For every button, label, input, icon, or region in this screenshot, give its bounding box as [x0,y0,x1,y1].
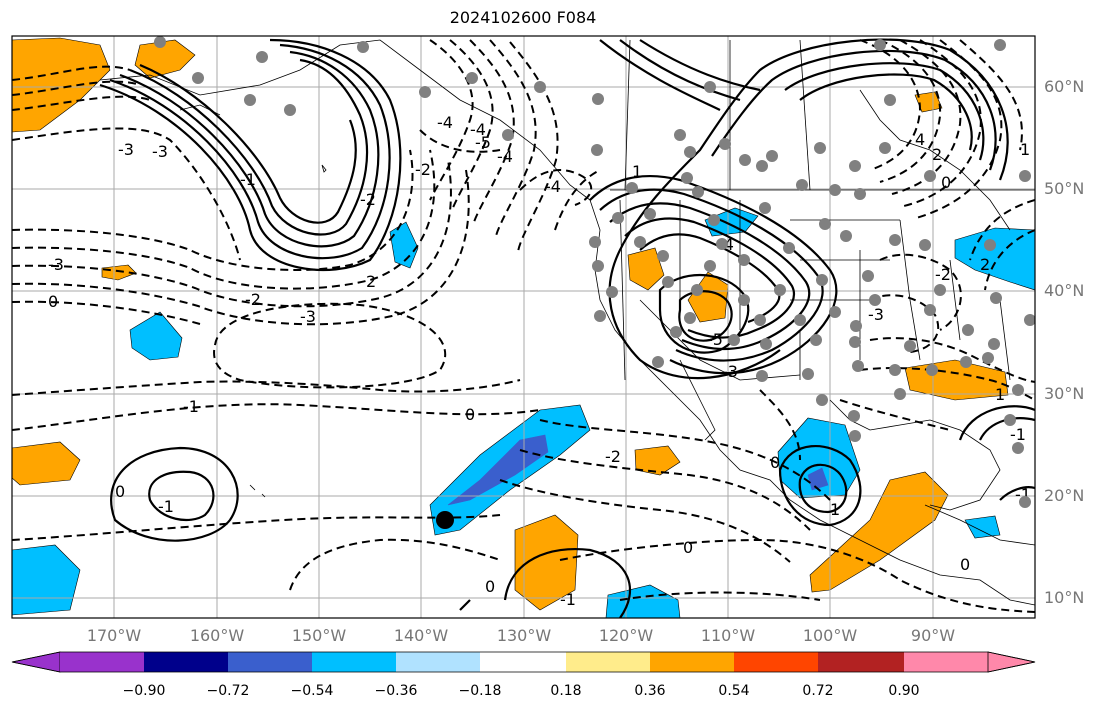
contour-label: -4 [545,177,561,196]
contour-label: 4 [915,130,925,149]
contour-label: -4 [497,147,513,166]
lat-label-60: 60°N [1044,77,1085,96]
colorbar-tick: 0.54 [718,683,750,699]
colorbar-segment [228,652,312,672]
contour-label: -1 [1010,425,1026,444]
contour-label: 1 [830,500,840,519]
contour-label: 2 [980,255,990,274]
colorbar-segment [144,652,228,672]
contour-label: -3 [300,307,316,326]
contour-label: -1 [560,590,576,609]
lon-label-90w: 90°W [910,626,956,645]
contour-label: 2 [366,272,376,291]
colorbar-segment [818,652,904,672]
colorbar-segment [566,652,650,672]
contour-label: 0 [115,482,125,501]
lon-label-160w: 160°W [189,626,245,645]
contour-label: -1 [240,170,256,189]
contour-label: -1 [158,497,174,516]
map-frame [11,35,1036,619]
station-markers [154,36,1035,508]
colorbar-segment [60,652,144,672]
lat-label-40: 40°N [1044,281,1085,300]
colorbar-tick: 0.36 [634,683,666,699]
contour-label: 0 [48,292,58,311]
contour-label: -1 [183,397,199,416]
colorbar-tick: −0.72 [206,683,250,699]
contour-label: 0 [465,405,475,424]
colorbar-right-extend [987,651,1036,673]
contour-label: 0 [941,173,951,192]
contour-label: -4 [437,113,453,132]
map-title: 2024102600 F084 [449,8,597,27]
contour-label: -5 [707,330,723,349]
contour-label: -3 [722,362,738,381]
contour-label: -3 [152,142,168,161]
contour-label: 0 [485,577,495,596]
contour-label: -2 [415,160,431,179]
contour-label: 0 [683,538,693,557]
lat-label-50: 50°N [1044,179,1085,198]
contour-label: -3 [118,140,134,159]
contour-label: 0 [770,453,780,472]
lon-label-170w: 170°W [86,626,142,645]
colorbar-tick: −0.18 [458,683,502,699]
contour-label: 2 [932,145,942,164]
lat-label-20: 20°N [1044,486,1085,505]
colorbar-tick: −0.54 [290,683,334,699]
map-gridlines [12,36,1035,618]
storm-center-marker [436,511,454,529]
contour-label: 1 [995,385,1005,404]
contour-labels: -3 0 -2 -3 2 -1 -4 -5 -4 -4 -3 0 -2 -1 -… [48,113,1031,609]
coastlines [99,39,1035,606]
contour-label: -2 [605,447,621,466]
positive-contours [99,38,1035,618]
colorbar-tick: 0.18 [550,683,582,699]
colorbar-tick: −0.90 [122,683,166,699]
lon-label-100w: 100°W [802,626,858,645]
contour-label: -2 [245,290,261,309]
contour-label: -2 [360,190,376,209]
contour-label: -2 [935,265,951,284]
lon-label-140w: 140°W [393,626,449,645]
contour-label: 0 [960,555,970,574]
contour-label: -3 [868,305,884,324]
lat-label-10: 10°N [1044,588,1085,607]
colorbar-segment [904,652,988,672]
colorbar-segment [396,652,480,672]
colorbar-segment [480,652,566,672]
contour-label: -3 [48,255,64,274]
colorbar-left-extend [11,651,61,673]
contour-label: 1 [1020,140,1030,159]
colorbar-segment [312,652,396,672]
lon-label-120w: 120°W [598,626,654,645]
lat-label-30: 30°N [1044,384,1085,403]
lon-label-130w: 130°W [496,626,552,645]
colorbar-segment [734,652,818,672]
colorbar-segment [650,652,734,672]
lon-label-110w: 110°W [700,626,756,645]
colorbar [11,651,1036,673]
colorbar-tick: 0.90 [888,683,920,699]
contour-label: -5 [475,133,491,152]
lon-label-150w: 150°W [291,626,347,645]
colorbar-outline [11,651,1036,673]
colorbar-tick: −0.36 [374,683,418,699]
colorbar-tick: 0.72 [802,683,834,699]
contour-label: 1 [632,162,642,181]
contour-label: -4 [470,120,486,139]
